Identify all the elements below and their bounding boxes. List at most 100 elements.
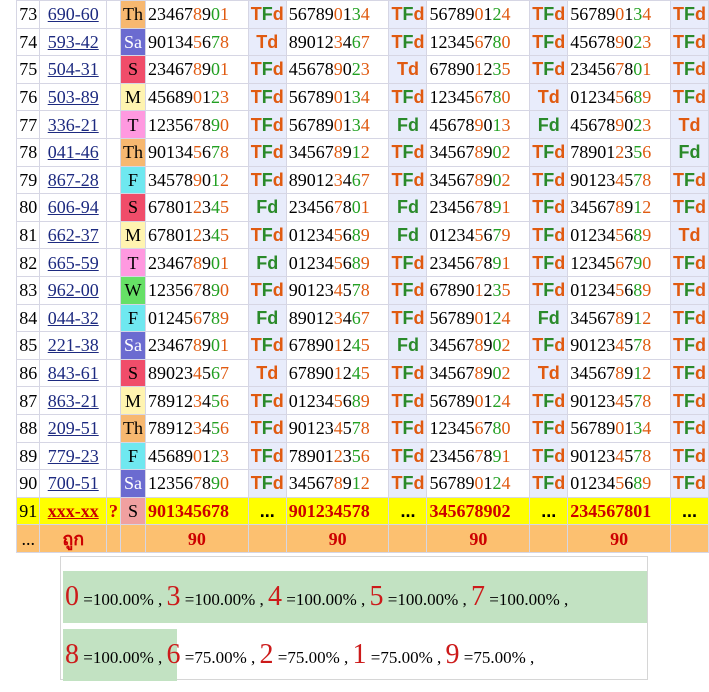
result-1: Fd [247, 248, 287, 277]
totals-blank [106, 524, 122, 553]
table-row: 87 863-21 M 789123456 TFd 012345689 TFd 5678901… [15, 386, 709, 415]
row-flag [106, 413, 122, 443]
result-4: TFd [669, 55, 709, 84]
digit-set-2: 901234578 [285, 275, 390, 305]
summary-percent: =100.00% [83, 648, 154, 667]
digit-set-2: 678901245 [285, 331, 390, 360]
row-code: 665-59 [39, 248, 108, 277]
total-correct-1: 90 [145, 524, 249, 553]
code-link[interactable]: 863-21 [47, 390, 99, 411]
digit-set-3: 567890124 [426, 303, 531, 333]
code-link[interactable]: 779-23 [47, 445, 99, 466]
result-3: TFd [529, 137, 569, 167]
digit-set-1: 678012345 [145, 193, 249, 222]
result-1: Td [247, 358, 287, 388]
digit-set-3: 234567891 [426, 193, 531, 222]
table-row: 90 700-51 Sa 123567890 TFd 345678912 TFd 567890… [15, 469, 709, 498]
prediction-set-3: 345678902 [426, 496, 531, 526]
code-link[interactable]: 700-51 [47, 473, 99, 494]
row-flag [106, 110, 122, 139]
digit-set-3: 123456780 [426, 27, 531, 57]
total-correct-3: 90 [426, 524, 531, 553]
result-3: Fd [529, 110, 569, 139]
digit-set-4: 012345689 [567, 82, 671, 112]
digit-set-4: 012345689 [567, 275, 671, 305]
row-flag [106, 469, 122, 498]
digit-set-4: 345678912 [567, 193, 671, 222]
result-1: TFd [247, 220, 287, 250]
row-number: 88 [15, 413, 41, 443]
code-link[interactable]: 593-42 [47, 31, 99, 52]
digit-set-1: 678012345 [145, 220, 249, 250]
row-code: 779-23 [39, 441, 108, 471]
digit-set-1: 456890123 [145, 441, 249, 471]
code-link[interactable]: 867-28 [47, 169, 99, 190]
row-number: 85 [15, 331, 41, 360]
table-row: 81 662-37 M 678012345 TFd 012345689 Fd 01234567… [15, 220, 709, 250]
row-number: 87 [15, 386, 41, 415]
digit-set-2: 789012356 [285, 441, 390, 471]
result-1: TFd [247, 331, 287, 360]
totals-blank [247, 524, 287, 553]
code-link[interactable]: 041-46 [47, 142, 99, 163]
code-link[interactable]: 044-32 [47, 307, 99, 328]
summary-percent: =100.00% [286, 590, 357, 609]
digit-set-4: 234567801 [567, 55, 671, 84]
result-2: TFd [388, 165, 428, 195]
code-link[interactable]: 662-37 [47, 225, 99, 246]
row-number: 89 [15, 441, 41, 471]
row-number: 84 [15, 303, 41, 333]
summary-percent: =100.00% [387, 590, 459, 609]
code-link[interactable]: 503-89 [47, 87, 99, 108]
code-link[interactable]: 962-00 [47, 280, 99, 301]
row-code: 044-32 [39, 303, 108, 333]
digit-set-1: 345789012 [145, 165, 249, 195]
code-link[interactable]: 665-59 [47, 252, 99, 273]
result-2: TFd [388, 441, 428, 471]
code-link[interactable]: 209-51 [47, 418, 99, 439]
day-badge: S [120, 193, 147, 222]
digit-set-3: 567890124 [426, 469, 531, 498]
result-4: TFd [669, 165, 709, 195]
digit-set-3: 567890124 [426, 0, 531, 29]
code-link[interactable]: 606-94 [47, 197, 99, 218]
code-link[interactable]: 336-21 [47, 114, 99, 135]
result-4: TFd [669, 331, 709, 360]
table-row: 89 779-23 F 456890123 TFd 789012356 TFd 2345678… [15, 441, 709, 471]
code-link[interactable]: 221-38 [47, 335, 99, 356]
code-link[interactable]: xxx-xx [47, 500, 99, 521]
code-link[interactable]: 504-31 [47, 59, 99, 80]
digit-set-3: 123456780 [426, 413, 531, 443]
result-1: TFd [247, 137, 287, 167]
row-code: 867-28 [39, 165, 108, 195]
day-badge: M [120, 386, 147, 415]
day-badge: M [120, 220, 147, 250]
table-row: 84 044-32 F 012456789 Fd 890123467 TFd 56789012… [15, 303, 709, 333]
digit-set-2: 901234578 [285, 413, 390, 443]
result-3: TFd [529, 27, 569, 57]
result-4: TFd [669, 82, 709, 112]
digit-set-2: 890123467 [285, 27, 390, 57]
result-3: TFd [529, 331, 569, 360]
digit-set-1: 234678901 [145, 55, 249, 84]
result-2: TFd [388, 358, 428, 388]
summary-digit: 1 [352, 639, 367, 670]
pending-result: ... [669, 496, 709, 526]
digit-set-2: 012345689 [285, 220, 390, 250]
code-link[interactable]: 690-60 [47, 4, 99, 25]
row-flag [106, 165, 122, 195]
result-3: TFd [529, 165, 569, 195]
summary-digit: 5 [369, 581, 384, 612]
digit-set-2: 567890134 [285, 110, 390, 139]
digit-set-3: 123456780 [426, 82, 531, 112]
table-row: 76 503-89 M 456890123 TFd 567890134 TFd 1234567… [15, 82, 709, 112]
code-link[interactable]: 843-61 [47, 363, 99, 384]
digit-set-3: 345678902 [426, 331, 531, 360]
digit-set-2: 345678912 [285, 469, 390, 498]
result-4: TFd [669, 0, 709, 29]
digit-set-3: 678901235 [426, 55, 531, 84]
digit-set-1: 123567890 [145, 469, 249, 498]
summary-highlight-1 [63, 571, 647, 623]
result-2: TFd [388, 303, 428, 333]
row-flag [106, 193, 122, 222]
